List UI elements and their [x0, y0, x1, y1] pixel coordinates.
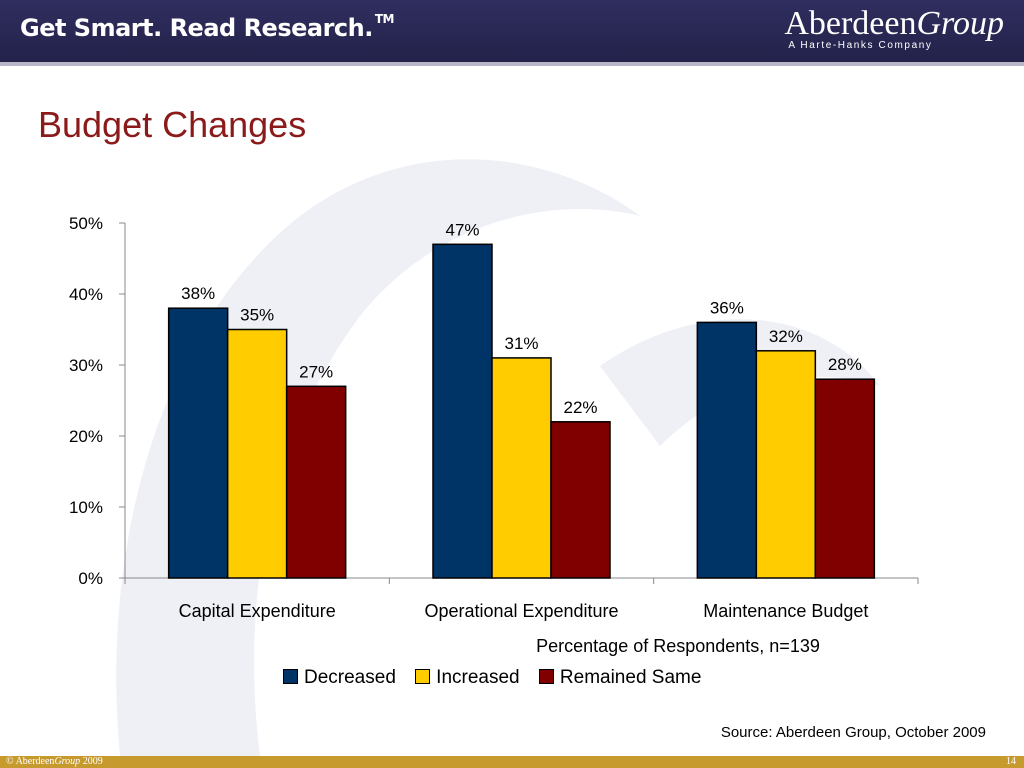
y-tick-label: 40%	[69, 285, 103, 304]
footer-brand-group: Group	[54, 756, 81, 767]
legend-swatch-increased	[415, 669, 431, 684]
legend-label-decreased: Decreased	[304, 667, 396, 688]
page-number: 14	[1006, 756, 1016, 767]
data-label: 22%	[563, 398, 597, 417]
source-note: Source: Aberdeen Group, October 2009	[720, 724, 986, 741]
data-label: 32%	[769, 327, 803, 346]
data-label: 47%	[445, 220, 479, 239]
category-label: Maintenance Budget	[703, 601, 868, 621]
header-banner: Get Smart. Read Research. TM AberdeenGrou…	[0, 0, 1024, 62]
legend-swatch-decreased	[283, 669, 298, 684]
copyright-symbol: ©	[6, 756, 14, 767]
aberdeen-logo: AberdeenGroup A Harte-Hanks Company	[784, 6, 1004, 52]
footer-year: 2009	[82, 756, 103, 767]
bar-increased	[491, 357, 552, 579]
tagline: Get Smart. Read Research. TM	[20, 12, 395, 42]
legend-item-remained-same: Remained Same	[538, 667, 702, 689]
data-label: 31%	[504, 334, 538, 353]
category-label: Operational Expenditure	[424, 601, 618, 621]
data-label: 27%	[299, 362, 333, 381]
data-label: 36%	[710, 298, 744, 317]
banner-divider	[0, 62, 1024, 66]
logo-word-aberdeen: Aberdeen	[784, 5, 917, 42]
slide-title: Budget Changes	[38, 104, 307, 145]
legend-label-increased: Increased	[436, 667, 520, 688]
logo-subtitle: A Harte-Hanks Company	[788, 40, 933, 51]
footer-bar: © AberdeenGroup 2009 14	[0, 756, 1024, 768]
data-label: 28%	[828, 355, 862, 374]
legend-label-remained-same: Remained Same	[559, 667, 702, 688]
footer-brand-aberdeen: Aberdeen	[15, 756, 55, 767]
legend-item-decreased: Decreased	[283, 667, 396, 689]
chart-legend: Decreased Increased Remained Same	[283, 667, 715, 689]
bar-remained-same	[550, 421, 611, 579]
legend-item-increased: Increased	[415, 667, 520, 689]
logo-word-group: Group	[916, 5, 1004, 42]
y-tick-label: 10%	[69, 498, 103, 517]
footer-copyright: © AberdeenGroup 2009	[6, 756, 103, 768]
logo-wordmark: AberdeenGroup	[784, 6, 1004, 42]
data-label: 38%	[181, 284, 215, 303]
bar-remained-same	[285, 385, 347, 579]
category-label: Capital Expenditure	[179, 601, 336, 621]
bar-decreased	[432, 243, 493, 579]
x-axis-title: Percentage of Respondents, n=139	[536, 636, 820, 656]
trademark-mark: TM	[374, 12, 395, 26]
y-tick-label: 20%	[69, 427, 103, 446]
y-tick-label: 0%	[78, 569, 103, 588]
y-tick-label: 50%	[69, 214, 103, 233]
tagline-text: Get Smart. Read Research.	[20, 14, 373, 42]
bar-decreased	[167, 307, 229, 579]
bar-increased	[226, 328, 288, 579]
bar-remained-same	[814, 378, 876, 579]
legend-swatch-remained-same	[538, 669, 554, 684]
data-label: 35%	[240, 306, 274, 325]
bar-decreased	[696, 321, 758, 579]
bar-increased	[755, 350, 817, 579]
y-tick-label: 30%	[69, 356, 103, 375]
